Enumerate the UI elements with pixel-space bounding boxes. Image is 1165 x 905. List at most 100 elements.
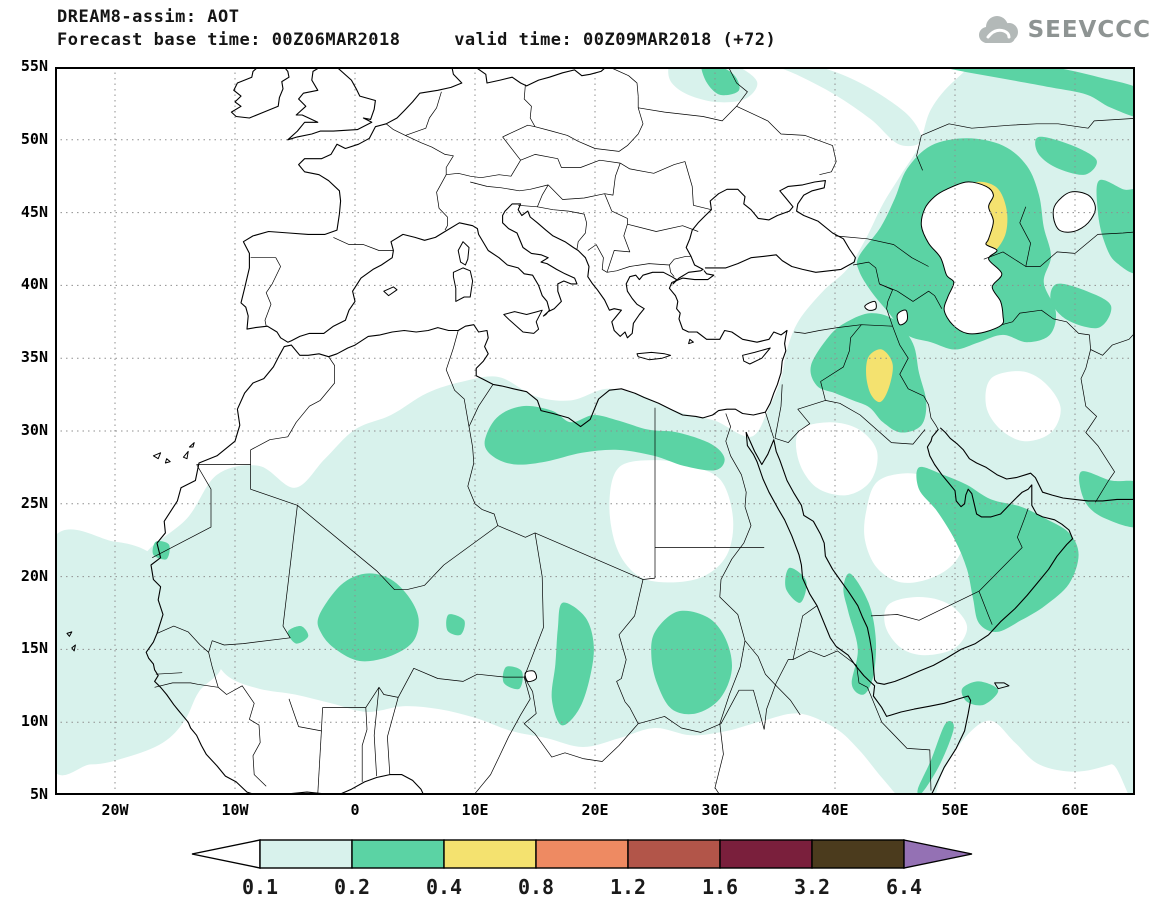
colorbar-bin-6 bbox=[811, 839, 905, 869]
island bbox=[994, 682, 1010, 690]
logo-text: SEEVCCC bbox=[1027, 17, 1151, 43]
island bbox=[457, 241, 470, 266]
country-border bbox=[892, 326, 939, 430]
lake bbox=[524, 670, 537, 683]
country-border bbox=[794, 324, 893, 334]
island bbox=[66, 631, 73, 637]
colorbar-label-3.2: 3.2 bbox=[794, 875, 830, 899]
country-border bbox=[470, 181, 549, 192]
aot-region-0.2-0.4 bbox=[551, 602, 594, 726]
island bbox=[188, 442, 195, 448]
aot-region-0.1-0.2 bbox=[777, 67, 922, 147]
country-border bbox=[250, 464, 298, 506]
country-border bbox=[155, 672, 183, 675]
country-border bbox=[870, 508, 1029, 621]
country-border bbox=[445, 330, 470, 427]
country-border bbox=[217, 685, 267, 787]
aot-region-hole-lt-0.1 bbox=[795, 422, 878, 496]
island bbox=[182, 450, 189, 460]
aot-region-0.2-0.4 bbox=[1035, 136, 1097, 175]
river bbox=[719, 413, 752, 641]
coastline bbox=[145, 270, 788, 795]
lat-tick-45N: 45N bbox=[20, 202, 48, 221]
lat-tick-35N: 35N bbox=[20, 348, 48, 367]
coastline bbox=[230, 67, 290, 119]
country-border bbox=[587, 244, 608, 273]
lon-tick-10W: 10W bbox=[221, 801, 249, 819]
lon-tick-10E: 10E bbox=[461, 801, 489, 819]
colorbar-label-6.4: 6.4 bbox=[886, 875, 922, 899]
country-border bbox=[397, 667, 525, 698]
coastline bbox=[240, 67, 704, 343]
coastline bbox=[287, 67, 376, 141]
island bbox=[71, 644, 76, 652]
country-border bbox=[620, 161, 712, 211]
lake bbox=[896, 309, 908, 326]
aot-region-0.2-0.4 bbox=[961, 681, 999, 706]
country-border bbox=[921, 118, 1135, 136]
country-border bbox=[208, 652, 219, 688]
lat-tick-25N: 25N bbox=[20, 493, 48, 512]
country-border bbox=[616, 579, 644, 724]
lat-tick-15N: 15N bbox=[20, 639, 48, 658]
colorbar-under-arrow bbox=[191, 839, 261, 869]
colorbar-bin-3 bbox=[535, 839, 629, 869]
country-border bbox=[609, 67, 639, 97]
country-border bbox=[502, 136, 521, 161]
country-border bbox=[405, 91, 442, 136]
country-border bbox=[774, 384, 783, 439]
country-border bbox=[473, 677, 531, 795]
country-border bbox=[152, 464, 212, 559]
island bbox=[452, 267, 474, 302]
aot-region-0.2-0.4 bbox=[484, 405, 725, 471]
country-border bbox=[879, 283, 943, 309]
aot-region-0.2-0.4 bbox=[651, 610, 732, 715]
country-border bbox=[547, 162, 621, 200]
layer-borders bbox=[152, 67, 1135, 795]
coastline bbox=[474, 67, 607, 87]
lat-tick-40N: 40N bbox=[20, 275, 48, 294]
island bbox=[383, 286, 398, 297]
layer-frame bbox=[55, 67, 1135, 795]
aot-region-0.2-0.4 bbox=[701, 67, 740, 96]
country-border bbox=[1001, 309, 1115, 503]
country-border bbox=[578, 96, 644, 152]
seevccc-logo: SEEVCCC bbox=[975, 13, 1151, 47]
coastline bbox=[745, 428, 1074, 685]
country-border bbox=[520, 154, 621, 168]
country-border bbox=[523, 676, 639, 762]
colorbar-bin-5 bbox=[719, 839, 813, 869]
country-border bbox=[765, 411, 775, 439]
country-border bbox=[642, 577, 656, 580]
country-border bbox=[443, 525, 499, 566]
aot-region-0.2-0.4 bbox=[1096, 179, 1135, 274]
island bbox=[742, 347, 771, 365]
country-border bbox=[468, 384, 494, 427]
aot-region-hole-lt-0.1 bbox=[985, 371, 1061, 442]
lat-tick-30N: 30N bbox=[20, 421, 48, 439]
country-border bbox=[288, 686, 399, 732]
coastline bbox=[745, 431, 972, 795]
country-border bbox=[834, 235, 929, 267]
country-border bbox=[154, 682, 219, 688]
country-border bbox=[825, 400, 926, 445]
lon-tick-30E: 30E bbox=[701, 801, 729, 819]
country-border bbox=[983, 231, 1135, 267]
country-border bbox=[497, 525, 644, 580]
aot-region-hole-lt-0.1 bbox=[884, 597, 968, 656]
river bbox=[714, 640, 746, 795]
colorbar-bin-2 bbox=[443, 839, 537, 869]
colorbar-label-0.1: 0.1 bbox=[242, 875, 278, 899]
country-border bbox=[387, 697, 399, 775]
colorbar-label-0.2: 0.2 bbox=[334, 875, 370, 899]
country-border bbox=[250, 257, 281, 327]
aot-region-0.2-0.4 bbox=[1050, 283, 1112, 329]
lon-tick-20E: 20E bbox=[581, 801, 609, 819]
country-border bbox=[373, 687, 380, 777]
forecast-times: Forecast base time: 00Z06MAR2018 valid t… bbox=[57, 30, 777, 50]
island bbox=[503, 309, 543, 334]
country-border bbox=[523, 532, 544, 678]
island bbox=[688, 338, 694, 345]
country-border bbox=[1019, 206, 1031, 267]
colorbar-bin-4 bbox=[627, 839, 721, 869]
